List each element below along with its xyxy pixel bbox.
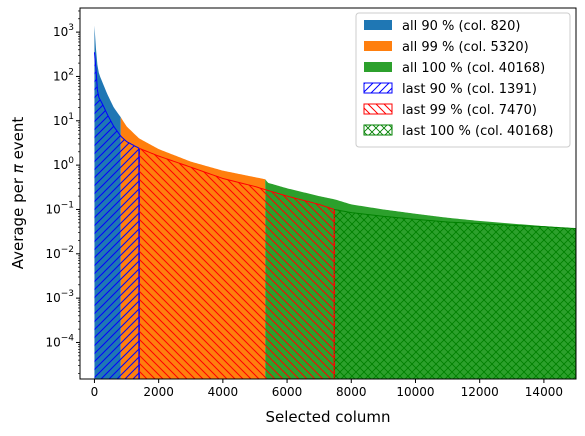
x-tick-label: 14000	[525, 385, 563, 399]
legend-entry-label: all 90 % (col. 820)	[402, 19, 520, 34]
x-tick-label: 0	[91, 385, 99, 399]
y-tick-label: 10−2	[45, 245, 74, 261]
legend: all 90 % (col. 820) all 99 % (col. 5320) a…	[355, 12, 571, 148]
y-tick-label: 10−4	[45, 333, 74, 349]
legend-swatch	[363, 103, 393, 115]
legend-entry-label: last 100 % (col. 40168)	[402, 124, 554, 139]
y-tick-label: 103	[53, 23, 74, 39]
y-tick-label: 102	[53, 67, 74, 83]
legend-frame	[355, 12, 571, 148]
legend-entry-label: last 90 % (col. 1391)	[402, 82, 537, 97]
x-tick-label: 12000	[461, 385, 499, 399]
y-tick-label: 100	[53, 156, 74, 172]
area-last-100-col-40168	[334, 209, 576, 379]
legend-swatch	[364, 41, 392, 51]
x-tick-label: 4000	[208, 385, 239, 399]
legend-entry-label: all 99 % (col. 5320)	[402, 40, 529, 55]
y-tick-label: 10−3	[45, 289, 74, 305]
legend-swatch	[364, 20, 392, 30]
y-tick-label: 101	[53, 112, 74, 128]
legend-entry-label: last 99 % (col. 7470)	[402, 103, 537, 118]
outline-last-99-col-7470	[138, 147, 335, 210]
x-tick-label: 10000	[396, 385, 434, 399]
legend-swatch	[363, 124, 393, 136]
x-axis: 0 2000 4000 6000 8000 10000 12000 14000	[91, 379, 563, 399]
legend-entry-label: all 100 % (col. 40168)	[402, 61, 545, 76]
area-last-99-col-7470	[139, 148, 335, 379]
plot-frame	[79, 7, 577, 380]
legend-swatch	[364, 62, 392, 72]
x-axis-label: Selected column	[265, 408, 390, 426]
x-tick-label: 2000	[143, 385, 174, 399]
outline-last-90-col-1391	[93, 52, 140, 149]
y-axis-label: Average per π event	[9, 117, 27, 270]
y-tick-label: 10−1	[45, 200, 74, 216]
x-tick-label: 6000	[272, 385, 303, 399]
outline-last-100-col-40168	[334, 208, 576, 230]
y-axis: 10−4 10−3 10−2 10−1 100 101 102 103	[45, 10, 80, 374]
x-tick-label: 8000	[336, 385, 367, 399]
plot-area	[79, 7, 577, 380]
legend-swatch	[363, 82, 393, 94]
area-last-90-col-1391	[94, 52, 140, 379]
